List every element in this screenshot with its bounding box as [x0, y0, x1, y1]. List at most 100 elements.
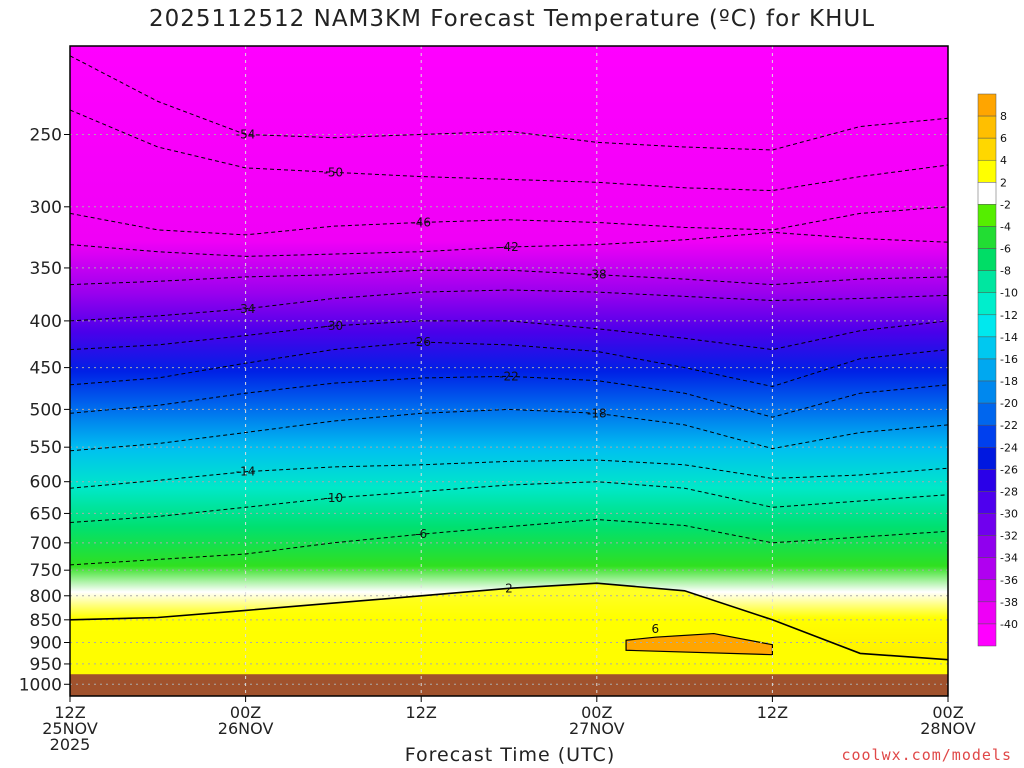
isotherm-label: -50: [324, 165, 344, 179]
legend-swatch: [977, 270, 997, 293]
legend-label: -8: [1000, 265, 1011, 278]
isotherm-line: [69, 109, 949, 192]
x-tick-label: 25NOV: [42, 719, 98, 738]
y-tick-label: 250: [30, 125, 62, 145]
isotherm-line: [69, 341, 949, 388]
x-tick-label: 27NOV: [569, 719, 625, 738]
y-tick-label: 400: [30, 312, 62, 332]
legend-swatch: [977, 380, 997, 404]
x-tick-label: 12Z: [406, 703, 437, 722]
isotherm-label: -46: [411, 215, 431, 229]
legend-swatch: [977, 469, 997, 492]
y-tick-label: 1000: [19, 675, 62, 695]
isotherm-label: -22: [499, 369, 519, 383]
isotherm-label: -38: [587, 268, 607, 282]
chart-title: 2025112512 NAM3KM Forecast Temperature (…: [148, 6, 876, 32]
y-tick-label: 950: [30, 655, 62, 675]
legend-label: 8: [1000, 110, 1007, 123]
isotherm-line: [69, 375, 949, 418]
ground-surface: [70, 674, 948, 696]
legend-swatch: [977, 248, 997, 271]
legend-label: -20: [1000, 397, 1018, 410]
y-tick-label: 900: [30, 633, 62, 653]
legend-swatch: [977, 137, 997, 161]
plot-frame: [69, 45, 949, 697]
legend-swatch: [977, 336, 997, 360]
legend-label: -32: [1000, 530, 1018, 543]
legend-label: 2: [1000, 176, 1007, 189]
legend-swatch: [977, 513, 997, 536]
x-tick-label: 12Z: [54, 703, 85, 722]
legend-label: -2: [1000, 198, 1011, 211]
legend-swatch: [977, 557, 997, 581]
isotherm-label: -26: [411, 335, 431, 349]
isotherm-line: [69, 206, 949, 236]
legend-label: -10: [1000, 287, 1018, 300]
legend-label: -6: [1000, 243, 1011, 256]
y-tick-label: 500: [30, 400, 62, 420]
x-tick-label: 28NOV: [920, 719, 976, 738]
legend-swatch: [977, 204, 997, 227]
legend-swatch: [977, 601, 997, 625]
legend-label: -36: [1000, 574, 1018, 587]
legend-label: -24: [1000, 441, 1018, 454]
source-credit: coolwx.com/models: [841, 746, 1012, 764]
isotherm-label: -6: [415, 527, 427, 541]
legend-swatch: [977, 424, 997, 448]
legend-label: -30: [1000, 508, 1018, 521]
y-tick-label: 850: [30, 611, 62, 631]
legend-swatch: [977, 402, 997, 426]
y-tick-label: 550: [30, 438, 62, 458]
legend-label: -38: [1000, 596, 1018, 609]
y-tick-label: 750: [30, 561, 62, 581]
isotherm-line: [69, 55, 949, 151]
legend-label: -16: [1000, 353, 1018, 366]
legend-swatch: [977, 579, 997, 603]
legend-swatch: [977, 115, 997, 139]
y-tick-label: 800: [30, 587, 62, 607]
x-tick-label: 2025: [50, 735, 91, 754]
y-tick-label: 700: [30, 534, 62, 554]
legend-swatch: [977, 93, 997, 117]
legend-label: -40: [1000, 618, 1018, 631]
x-tick-label: 00Z: [230, 703, 261, 722]
legend-swatch: [977, 358, 997, 382]
legend-label: -4: [1000, 220, 1011, 233]
warm-core-6c: [625, 632, 773, 656]
legend-swatch: [977, 292, 997, 316]
legend-swatch: [977, 491, 997, 514]
legend-swatch: [977, 314, 997, 338]
legend-swatch: [977, 159, 997, 183]
x-tick-label: 00Z: [581, 703, 612, 722]
legend-swatch: [977, 182, 997, 205]
legend-label: 4: [1000, 154, 1007, 167]
isotherm-label: -34: [236, 302, 256, 316]
legend-swatch: [977, 226, 997, 249]
legend-label: -28: [1000, 485, 1018, 498]
x-tick-label: 26NOV: [218, 719, 274, 738]
y-tick-label: 600: [30, 473, 62, 493]
y-tick-label: 350: [30, 259, 62, 279]
isotherm-line: [69, 320, 949, 351]
isotherm-label: 6: [652, 622, 660, 636]
isotherm-label: -10: [324, 491, 344, 505]
isotherm-line: [69, 408, 949, 452]
isotherm-label: -14: [236, 465, 256, 479]
legend-label: -14: [1000, 331, 1018, 344]
isotherm-line: [69, 582, 949, 661]
legend-label: -26: [1000, 463, 1018, 476]
legend-label: -12: [1000, 309, 1018, 322]
isotherm-line: [69, 518, 949, 566]
isotherm-label: -30: [324, 319, 344, 333]
isotherm-label: -18: [587, 406, 607, 420]
legend-swatch: [977, 535, 997, 558]
y-tick-label: 450: [30, 359, 62, 379]
x-axis-label: Forecast Time (UTC): [404, 744, 616, 766]
y-tick-label: 300: [30, 198, 62, 218]
isotherm-label: -54: [236, 127, 256, 141]
legend-label: 6: [1000, 132, 1007, 145]
x-tick-label: 12Z: [757, 703, 788, 722]
legend-label: -22: [1000, 419, 1018, 432]
legend-swatch: [977, 623, 997, 647]
